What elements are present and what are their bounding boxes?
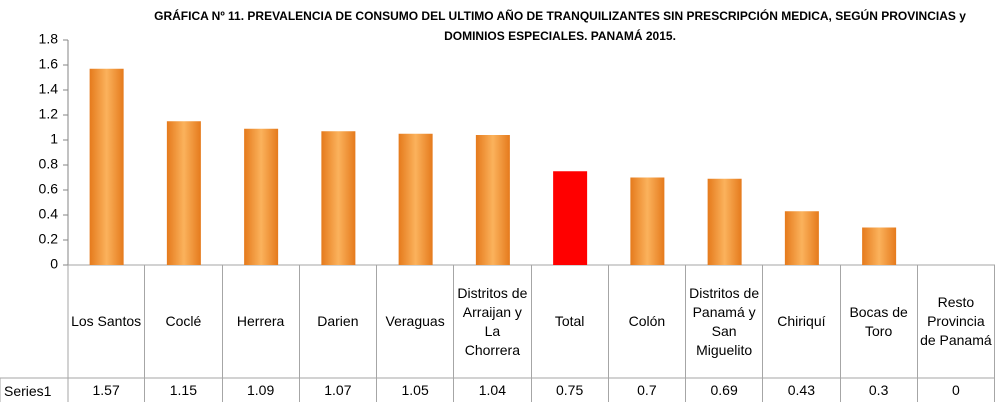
value-cell: 1.57 xyxy=(68,378,146,402)
y-tick-label: 0.8 xyxy=(39,156,59,172)
category-label: Colón xyxy=(609,265,686,378)
chart-title: GRÁFICA Nº 11. PREVALENCIA DE CONSUMO DE… xyxy=(154,9,966,43)
title-box: GRÁFICA Nº 11. PREVALENCIA DE CONSUMO DE… xyxy=(154,9,966,43)
value-cell: 1.15 xyxy=(145,378,223,402)
value-cell: 0.69 xyxy=(686,378,764,402)
bar xyxy=(630,177,665,265)
category-label: Total xyxy=(532,265,609,378)
value-cell: 1.04 xyxy=(454,378,532,402)
y-tick-label: 0 xyxy=(50,256,58,272)
value-cell: 1.07 xyxy=(300,378,377,402)
y-tick-label: 0.2 xyxy=(39,231,59,247)
category-label: Coclé xyxy=(145,265,223,378)
y-tick-label: 1 xyxy=(50,131,58,147)
value-cell: 0.3 xyxy=(841,378,918,402)
bar xyxy=(398,133,433,265)
value-cell: 1.09 xyxy=(223,378,300,402)
category-label: Los Santos xyxy=(68,265,146,378)
value-cell: 0.75 xyxy=(532,378,609,402)
bar xyxy=(321,131,356,265)
category-label: Chiriquí xyxy=(763,265,841,378)
y-tick-label: 1.2 xyxy=(39,106,59,122)
y-tick-label: 1.6 xyxy=(39,56,59,72)
bar xyxy=(553,171,588,265)
value-cell: 0.7 xyxy=(609,378,686,402)
bar xyxy=(244,128,279,265)
series-name: Series1 xyxy=(4,382,52,399)
bar xyxy=(862,227,897,265)
category-label: Distritos de Panamá y San Miguelito xyxy=(686,265,764,378)
y-tick-label: 0.6 xyxy=(39,181,59,197)
bar xyxy=(166,121,201,265)
category-label: Herrera xyxy=(223,265,300,378)
category-label: Bocas de Toro xyxy=(841,265,918,378)
bar xyxy=(475,135,510,265)
bar xyxy=(784,211,819,265)
category-label: Veraguas xyxy=(377,265,455,378)
value-cell: 0.43 xyxy=(763,378,841,402)
y-tick-label: 1.4 xyxy=(39,81,59,97)
bar xyxy=(89,68,124,265)
category-label: Resto Provincia de Panamá xyxy=(918,265,995,378)
value-cell: 1.05 xyxy=(377,378,455,402)
category-label: Distritos de Arraijan y La Chorrera xyxy=(454,265,532,378)
bar xyxy=(707,178,742,265)
category-label: Darien xyxy=(300,265,377,378)
y-tick-label: 0.4 xyxy=(39,206,59,222)
value-cell: 0 xyxy=(918,378,995,402)
y-tick-label: 1.8 xyxy=(39,31,59,47)
